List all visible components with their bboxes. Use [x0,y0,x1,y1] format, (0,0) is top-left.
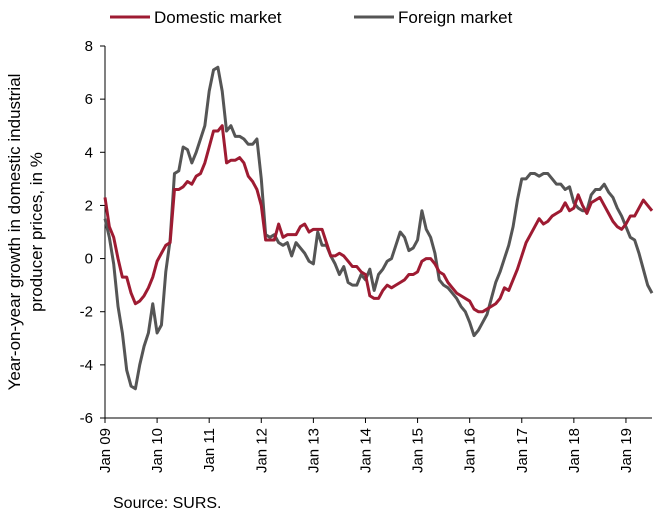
y-tick-label: 2 [85,197,93,214]
source-note: Source: SURS. [113,495,221,512]
y-tick-label: -4 [80,357,93,374]
y-axis-title-line-1: Year-on-year growth in domestic industri… [5,74,24,391]
x-tick-label: Jan 16 [462,428,479,473]
series-line-foreign-market [103,65,654,391]
x-tick-label: Jan 12 [253,428,270,473]
y-tick-label: -6 [80,410,93,427]
legend-label-foreign: Foreign market [398,8,513,27]
y-tick-label: 0 [85,251,93,268]
y-axis-title-line-2: producer prices, in % [27,152,46,312]
x-tick-label: Jan 17 [514,428,531,473]
y-tick-label: 8 [85,38,93,55]
x-ticks: Jan 09 Jan 10 Jan 11 Jan 12 Jan 13 Jan 14 Jan … [97,418,635,473]
x-tick-label: Jan 14 [357,428,374,473]
x-tick-label: Jan 18 [566,428,583,473]
y-tick-label: -2 [80,304,93,321]
y-ticks: -6 -4 -2 0 2 4 6 8 [80,38,105,427]
legend-label-domestic: Domestic market [154,8,282,27]
y-tick-label: 6 [85,91,93,108]
x-tick-label: Jan 11 [201,428,218,472]
x-tick-label: Jan 09 [97,428,114,473]
x-tick-label: Jan 10 [149,428,166,473]
series-lines [103,65,654,391]
x-tick-label: Jan 19 [618,428,635,473]
series-line-domestic-market [103,124,654,314]
y-axis-title: Year-on-year growth in domestic industri… [5,74,46,391]
legend: Domestic market Foreign market [110,8,513,27]
y-tick-label: 4 [85,144,93,161]
x-tick-label: Jan 13 [305,428,322,473]
x-tick-label: Jan 15 [410,428,427,473]
